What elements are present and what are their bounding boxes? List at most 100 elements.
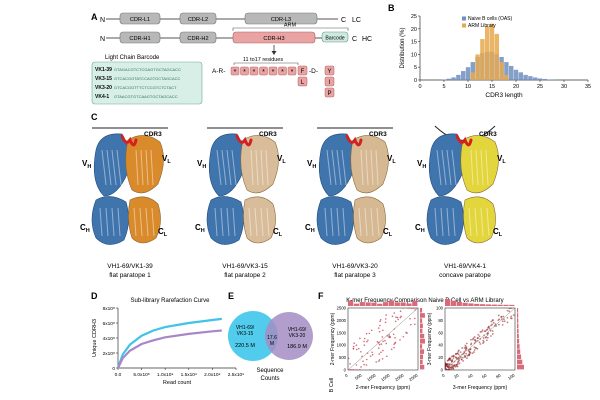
panel-a-letter: A [91, 12, 98, 22]
panel-f: F K-mer Frequency Comparison Naive B Cel… [318, 291, 524, 392]
f-point [510, 315, 513, 318]
f-side-hist-bar [517, 308, 519, 313]
f-top-hist-bar [394, 302, 400, 306]
f-top-hist-bar [388, 300, 395, 306]
f-point [388, 334, 390, 336]
svg-text:*: * [234, 69, 237, 76]
d-y-tick-label: 2x10⁸ [103, 351, 115, 357]
vh-label: VH [417, 159, 426, 170]
cdr-h3-label: CDR-H3 [263, 36, 284, 42]
b-x-tick-label: 10 [465, 84, 471, 90]
arm-label: ARM [284, 23, 297, 29]
f-point [412, 308, 414, 309]
f-point [446, 359, 449, 362]
f-x-tick-label: 60 [481, 372, 488, 379]
b-bar-arm [470, 72, 476, 80]
f-point [363, 344, 366, 346]
vh-domain [93, 133, 130, 197]
vl-label: VL [277, 154, 286, 165]
f-point [462, 360, 464, 362]
f-top-hist-bar [445, 299, 451, 306]
b-bar-arm [475, 54, 480, 80]
f-point [379, 324, 381, 327]
f-point [491, 333, 494, 335]
f-point [486, 336, 489, 339]
d-y-tick-label: 0 [112, 366, 115, 372]
b-bar-naive [513, 69, 519, 80]
f-point [360, 366, 362, 368]
f-point [370, 329, 373, 332]
f-point [414, 317, 416, 320]
b-x-tick-label: 15 [489, 84, 495, 90]
lc-n-terminal: N [100, 17, 105, 24]
f-point [509, 317, 512, 320]
f-point [489, 329, 492, 332]
f-point [482, 337, 485, 339]
f-point [501, 320, 504, 323]
ch-label: CH [195, 223, 205, 234]
f-point [408, 308, 411, 309]
vl-label: VL [497, 154, 506, 165]
f-point [492, 322, 495, 324]
f-point [363, 337, 366, 340]
barcode-title: Light Chain Barcode [105, 55, 160, 61]
f-x-tick-label: 20 [453, 372, 460, 379]
f-point [407, 308, 409, 309]
f-point [490, 320, 493, 323]
f-point [409, 323, 412, 326]
f-top-hist-bar [371, 302, 377, 306]
f-point [377, 327, 380, 329]
kmer-plot-1: 0 500 1000 1500 2000 250005001000150020002500… [330, 300, 425, 391]
h3-arrowhead [271, 51, 277, 55]
cl-strand [468, 207, 472, 237]
barcode-seq-4: GTAACGTGTCAAGTGCTAGCACC [114, 94, 178, 99]
f-point [490, 324, 492, 327]
f-point [405, 331, 407, 334]
f-point [508, 310, 511, 313]
f-point [480, 330, 483, 333]
f-point [461, 347, 464, 349]
b-bar-naive [537, 78, 543, 80]
f-point [378, 360, 380, 362]
f-point [363, 363, 365, 366]
ch-strand [330, 207, 334, 237]
svg-text:*: * [291, 69, 294, 76]
f-point [465, 352, 468, 355]
f-side-hist-bar [420, 308, 423, 313]
f-point [449, 357, 452, 360]
vl-strand [260, 149, 264, 186]
cdr3-length-chart: 0 5 10 15 20 25 30 35 0 5 10 15 20 25 CDR3 length Distr… [400, 14, 591, 99]
f-point [380, 343, 383, 345]
ch-strand [452, 207, 456, 237]
b-bar-naive [456, 74, 461, 80]
f-point [498, 323, 500, 326]
vh-strand [451, 149, 457, 186]
vl-strand [370, 149, 374, 186]
f-point [366, 340, 368, 343]
b-bar-naive [470, 62, 476, 80]
venn-right-label-1: VH1-69/ [288, 327, 307, 333]
b-bar-arm [504, 74, 509, 80]
vh-strand [326, 149, 332, 186]
vh-strand [101, 149, 107, 186]
b-x-tick-label: 5 [442, 84, 445, 90]
antibody-structures: CDR3 VH VL CH CL VH1-69/VK1-39 flat paratope 1… [80, 125, 506, 279]
f-point [465, 342, 468, 345]
vl-domain [350, 135, 389, 194]
structure-name: VH1-69/VK3-20 [332, 263, 378, 270]
f-side-hist-bar [517, 333, 519, 339]
cl-strand [480, 207, 484, 237]
f-point [471, 338, 474, 341]
f-point [394, 320, 397, 323]
vh-strand [116, 149, 122, 186]
f-x-label: 2-mer Frequency (ppm) [356, 385, 411, 391]
f-point [414, 323, 416, 326]
cdr-l1-box [119, 12, 161, 25]
panel-b-letter: B [388, 3, 395, 13]
f-y-tick-label: 2000 [337, 318, 347, 323]
f-point [497, 319, 500, 322]
arm-bracket [232, 27, 349, 31]
f-point [379, 318, 382, 321]
f-point [474, 340, 477, 343]
vl-strand [485, 149, 489, 186]
